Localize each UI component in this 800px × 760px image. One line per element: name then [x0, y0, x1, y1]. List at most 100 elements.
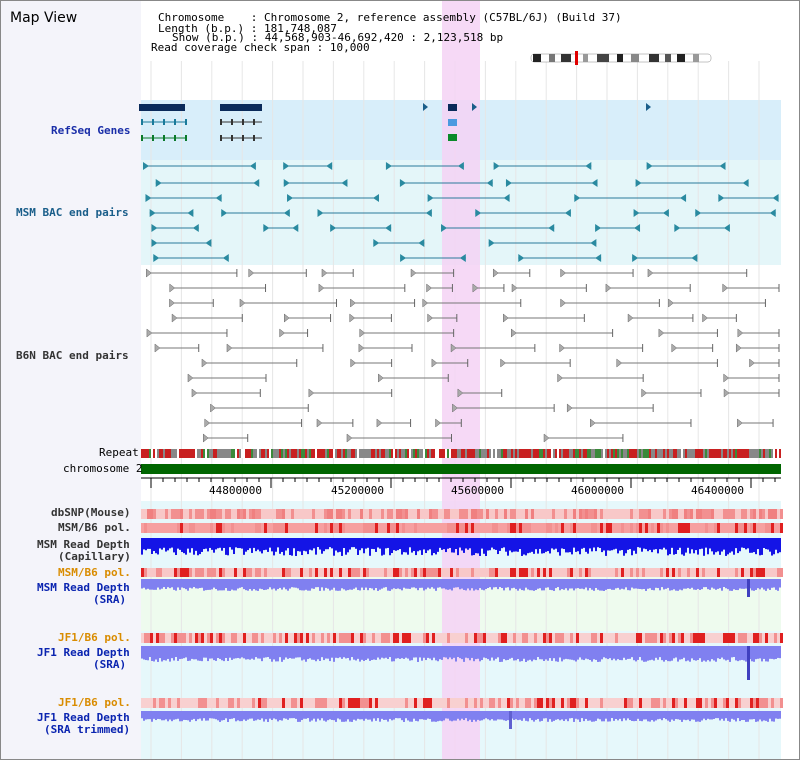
polymorphism-cell: [309, 509, 312, 519]
polymorphism-cell: [297, 509, 300, 519]
polymorphism-cell: [444, 568, 447, 577]
repeat-element: [441, 449, 443, 458]
msm-bac-end: [151, 224, 158, 232]
read-depth-bar: [663, 646, 665, 662]
polymorphism-cell: [420, 523, 423, 533]
read-depth-bar: [627, 711, 629, 719]
read-depth-bar: [509, 646, 511, 659]
polymorphism-cell: [588, 523, 591, 533]
repeat-element: [149, 449, 151, 458]
polymorphism-cell: [462, 509, 465, 519]
polymorphism-cell: [318, 509, 321, 519]
read-depth-bar: [725, 711, 727, 719]
read-depth-bar: [609, 646, 611, 659]
polymorphism-cell: [450, 523, 453, 533]
read-depth-bar: [333, 538, 335, 556]
read-depth-bar: [439, 579, 441, 588]
read-depth-bar: [625, 711, 627, 721]
read-depth-bar: [657, 538, 659, 554]
polymorphism-cell: [573, 568, 576, 577]
read-depth-bar: [183, 711, 185, 720]
read-depth-bar: [407, 711, 409, 721]
polymorphism-cell: [369, 698, 372, 708]
b6n-bac-end: [658, 328, 665, 338]
read-depth-bar: [673, 579, 675, 590]
b6n-bac-end: [201, 358, 208, 368]
read-depth-bar: [455, 538, 457, 550]
polymorphism-cell: [771, 523, 774, 533]
read-depth-bar: [623, 579, 625, 590]
polymorphism-cell: [471, 523, 474, 533]
read-depth-bar: [641, 538, 643, 552]
read-depth-bar: [265, 646, 267, 658]
read-depth-bar: [567, 646, 569, 660]
polymorphism-cell: [186, 523, 189, 533]
polymorphism-cell: [543, 698, 546, 708]
polymorphism-cell: [495, 509, 498, 519]
read-depth-bar: [595, 711, 597, 721]
read-depth-bar: [609, 711, 611, 722]
read-depth-bar: [373, 579, 375, 591]
polymorphism-cell: [780, 509, 783, 519]
polymorphism-cell: [324, 509, 327, 519]
read-depth-bar: [165, 579, 167, 589]
repeat-element: [207, 449, 209, 458]
polymorphism-cell: [552, 523, 555, 533]
ideogram-band: [583, 54, 588, 62]
polymorphism-cell: [282, 568, 285, 577]
read-depth-bar: [465, 711, 467, 719]
read-depth-bar: [761, 646, 763, 662]
read-depth-bar: [577, 579, 579, 589]
polymorphism-cell: [717, 698, 720, 708]
polymorphism-cell: [462, 568, 465, 577]
read-depth-bar: [621, 646, 623, 661]
read-depth-bar: [263, 538, 265, 551]
repeat-element: [755, 449, 757, 458]
polymorphism-cell: [504, 633, 507, 643]
polymorphism-cell: [756, 523, 759, 533]
polymorphism-cell: [246, 509, 249, 519]
msm-bac-end: [326, 162, 333, 170]
read-depth-bar: [225, 711, 227, 719]
polymorphism-cell: [510, 509, 513, 519]
polymorphism-cell: [684, 509, 687, 519]
read-depth-bar: [587, 711, 589, 721]
repeat-element: [545, 449, 547, 458]
read-depth-bar: [769, 646, 771, 659]
read-depth-bar: [757, 646, 759, 659]
repeat-element: [713, 449, 715, 458]
repeat-element: [505, 449, 507, 458]
msm-bac-end: [646, 162, 653, 170]
polymorphism-cell: [762, 698, 765, 708]
read-depth-bar: [149, 538, 151, 549]
polymorphism-cell: [243, 633, 246, 643]
read-depth-bar: [757, 579, 759, 589]
read-depth-bar: [333, 646, 335, 662]
repeat-element: [167, 449, 169, 458]
polymorphism-cell: [387, 509, 390, 519]
read-depth-bar: [701, 646, 703, 662]
read-depth-bar: [153, 646, 155, 662]
polymorphism-cell: [483, 568, 486, 577]
repeat-element: [235, 449, 237, 458]
polymorphism-cell: [210, 633, 213, 643]
polymorphism-cell: [540, 568, 543, 577]
repeat-element: [359, 449, 361, 458]
read-depth-bar: [519, 538, 521, 550]
polymorphism-cell: [327, 633, 330, 643]
read-depth-bar: [477, 538, 479, 554]
polymorphism-cell: [276, 633, 279, 643]
repeat-element: [391, 449, 393, 458]
read-depth-bar: [537, 538, 539, 554]
read-depth-bar: [373, 646, 375, 660]
polymorphism-cell: [762, 633, 765, 643]
read-depth-bar: [633, 711, 635, 722]
polymorphism-cell: [219, 633, 222, 643]
polymorphism-cell: [261, 568, 264, 577]
polymorphism-cell: [426, 568, 429, 577]
polymorphism-cell: [417, 509, 420, 519]
polymorphism-cell: [747, 523, 750, 533]
read-depth-bar: [495, 538, 497, 550]
polymorphism-cell: [318, 568, 321, 577]
